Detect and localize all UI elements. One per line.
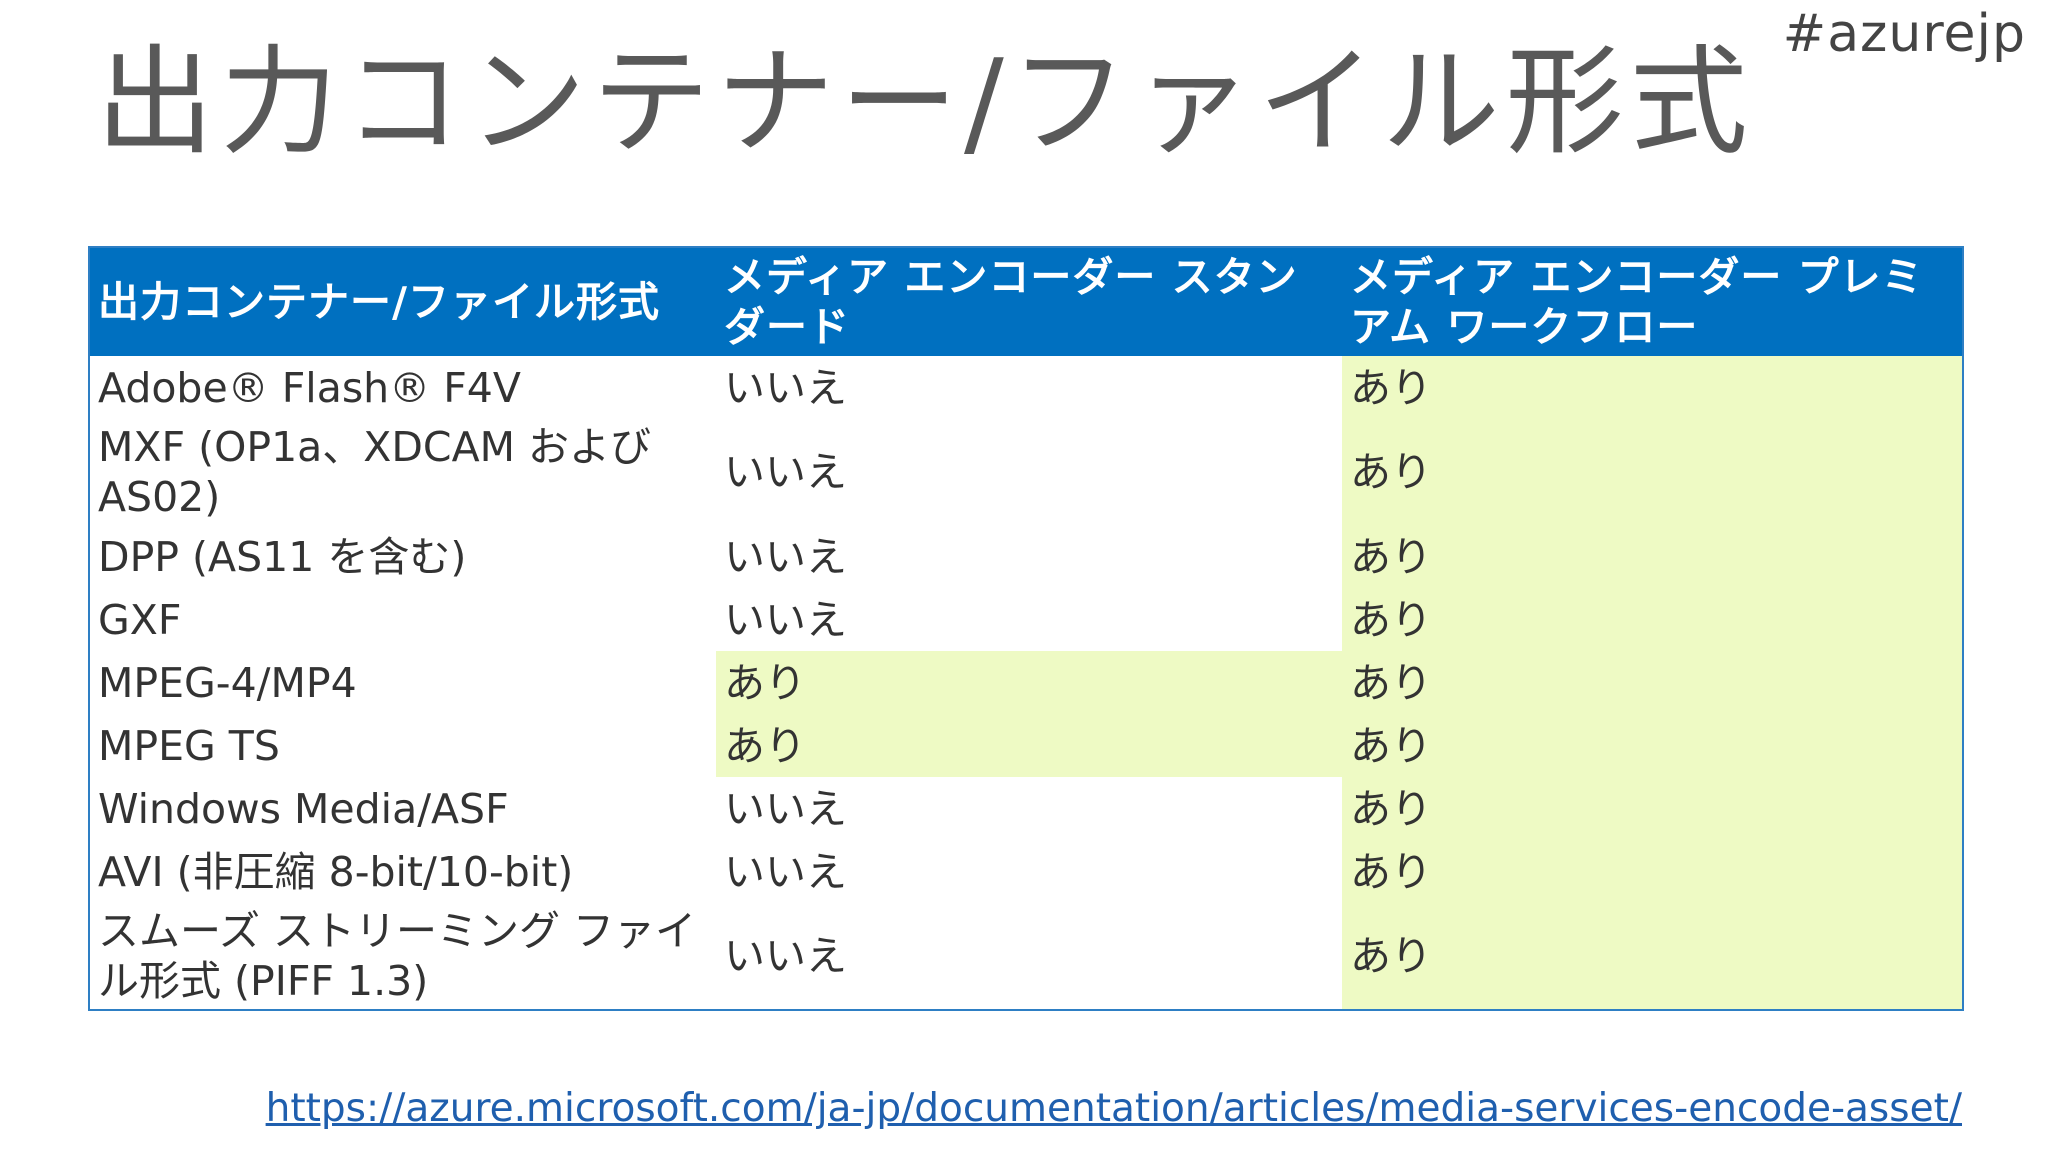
premium-cell: あり [1342, 903, 1962, 1009]
format-cell: スムーズ ストリーミング ファイル形式 (PIFF 1.3) [98, 907, 697, 1005]
premium-cell: あり [1342, 525, 1962, 588]
standard-cell: いいえ [716, 419, 1342, 525]
standard-cell: あり [716, 651, 1342, 714]
format-cell: Adobe® Flash® F4V [98, 363, 521, 412]
format-cell: MPEG TS [98, 721, 280, 770]
header-premium: メディア エンコーダー プレミアム ワークフロー [1342, 248, 1962, 356]
table-row: MPEG-4/MP4 あり あり [90, 651, 1962, 714]
table-row: AVI (非圧縮 8-bit/10-bit) いいえ あり [90, 840, 1962, 903]
table-row: スムーズ ストリーミング ファイル形式 (PIFF 1.3) いいえ あり [90, 903, 1962, 1009]
format-cell: Windows Media/ASF [98, 784, 509, 833]
table-row: MPEG TS あり あり [90, 714, 1962, 777]
standard-cell: いいえ [716, 588, 1342, 651]
standard-cell: いいえ [716, 840, 1342, 903]
table-row: MXF (OP1a、XDCAM および AS02) いいえ あり [90, 419, 1962, 525]
premium-cell: あり [1342, 356, 1962, 419]
table-row: GXF いいえ あり [90, 588, 1962, 651]
format-table: 出力コンテナー/ファイル形式 メディア エンコーダー スタンダード メディア エ… [88, 246, 1964, 1011]
header-standard: メディア エンコーダー スタンダード [716, 248, 1342, 356]
premium-cell: あり [1342, 588, 1962, 651]
standard-cell: いいえ [716, 777, 1342, 840]
standard-cell: いいえ [716, 903, 1342, 1009]
premium-cell: あり [1342, 777, 1962, 840]
premium-cell: あり [1342, 419, 1962, 525]
table-header-row: 出力コンテナー/ファイル形式 メディア エンコーダー スタンダード メディア エ… [90, 248, 1962, 356]
standard-cell: あり [716, 714, 1342, 777]
header-format: 出力コンテナー/ファイル形式 [90, 248, 716, 356]
format-cell: AVI (非圧縮 8-bit/10-bit) [98, 847, 574, 896]
format-cell: DPP (AS11 を含む) [98, 532, 467, 581]
table-row: Adobe® Flash® F4V いいえ あり [90, 356, 1962, 419]
premium-cell: あり [1342, 840, 1962, 903]
standard-cell: いいえ [716, 525, 1342, 588]
table-row: DPP (AS11 を含む) いいえ あり [90, 525, 1962, 588]
page-title: 出力コンテナー/ファイル形式 [96, 33, 1754, 171]
hashtag: #azurejp [1782, 4, 2026, 64]
premium-cell: あり [1342, 714, 1962, 777]
format-cell: MPEG-4/MP4 [98, 658, 357, 707]
standard-cell: いいえ [716, 356, 1342, 419]
format-cell: GXF [98, 595, 182, 644]
format-cell: MXF (OP1a、XDCAM および AS02) [98, 423, 652, 521]
documentation-link[interactable]: https://azure.microsoft.com/ja-jp/docume… [265, 1086, 1962, 1131]
table-row: Windows Media/ASF いいえ あり [90, 777, 1962, 840]
premium-cell: あり [1342, 651, 1962, 714]
